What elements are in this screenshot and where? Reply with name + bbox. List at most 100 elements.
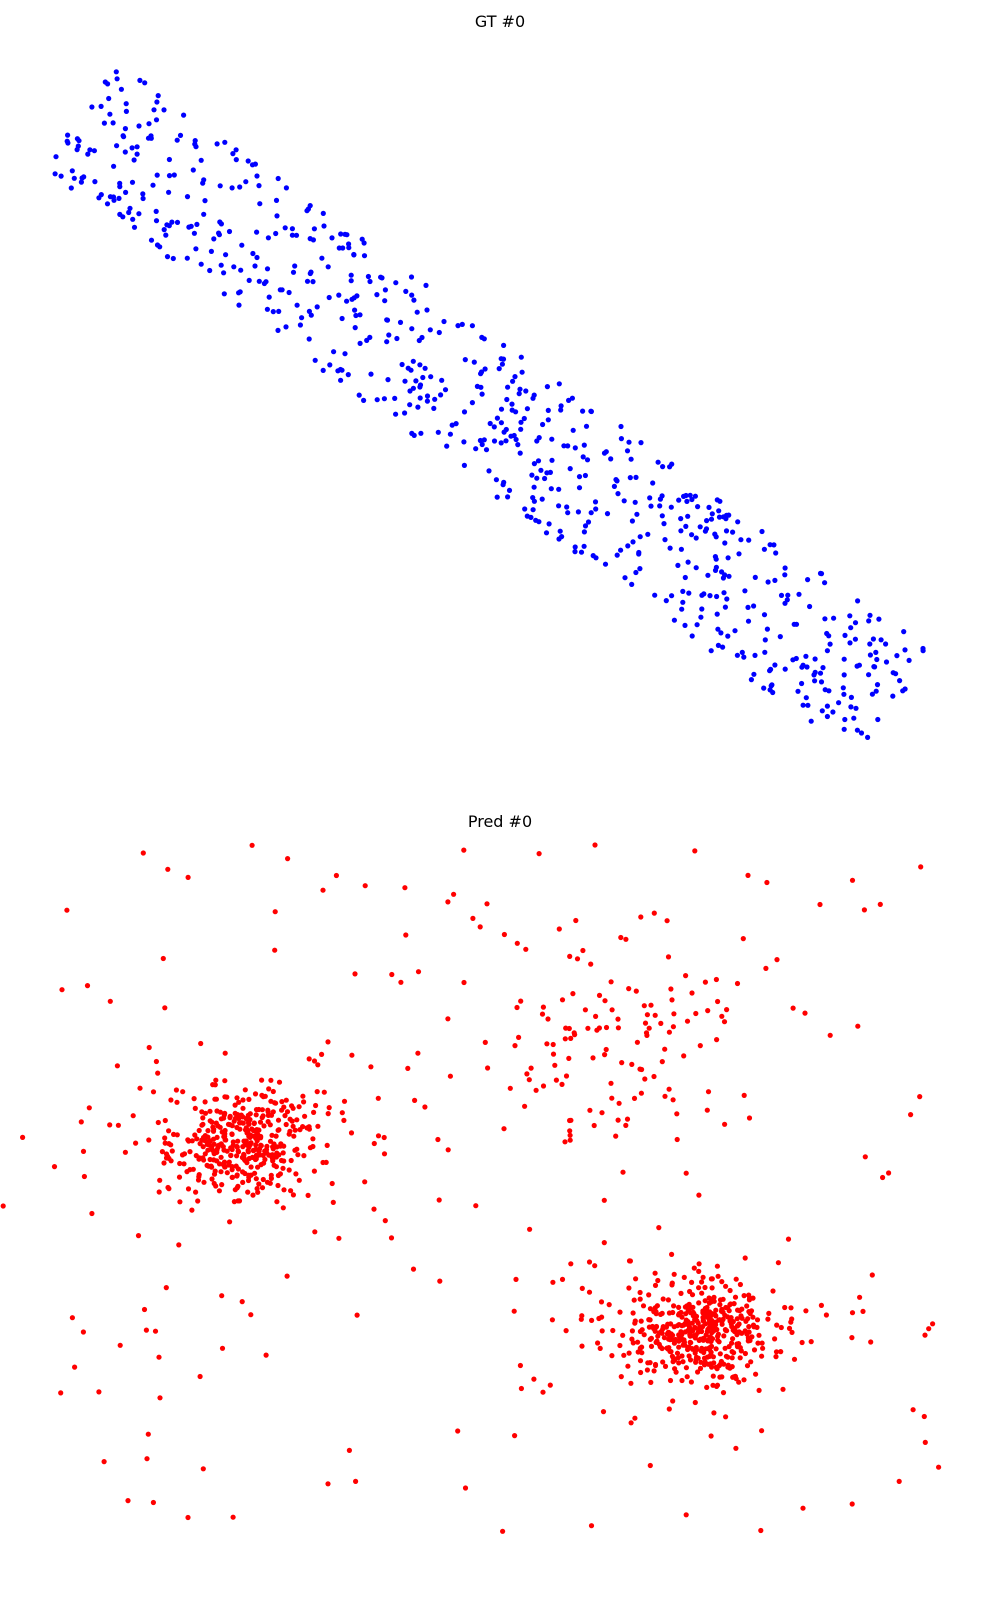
gt-point [576, 474, 583, 480]
pred-point [568, 1117, 574, 1123]
pred-point [245, 1189, 251, 1195]
pred-point [699, 1279, 705, 1285]
pred-point [64, 907, 70, 913]
pred-point [247, 1134, 253, 1140]
pred-point [684, 1018, 691, 1024]
pred-point [690, 1309, 696, 1315]
pred-point [0, 1203, 6, 1209]
gt-point [498, 420, 504, 426]
pred-point [176, 1174, 183, 1180]
pred-point [790, 1005, 796, 1011]
pred-point [517, 1362, 524, 1369]
pred-point [341, 1098, 348, 1104]
gt-point [676, 497, 682, 503]
pred-point [618, 934, 624, 941]
pred-point [641, 1003, 647, 1009]
gt-point [427, 327, 433, 333]
gt-point [150, 182, 156, 188]
pred-point [706, 1324, 713, 1330]
pred-point [241, 1156, 247, 1162]
pred-point [371, 1206, 377, 1212]
gt-point [590, 553, 596, 559]
pred-point [639, 1344, 645, 1350]
pred-point [187, 1149, 193, 1155]
pred-point [80, 1329, 86, 1335]
gt-point [250, 250, 256, 257]
gt-point [738, 537, 744, 543]
pred-point [271, 1141, 277, 1147]
gt-point [820, 665, 826, 671]
gt-point [346, 245, 352, 251]
pred-point [671, 1340, 678, 1346]
pred-point [168, 1142, 174, 1148]
gt-point [572, 445, 578, 451]
pred-point [568, 1261, 574, 1267]
gt-point [198, 157, 204, 163]
pred-point [670, 1359, 676, 1365]
gt-point [572, 549, 578, 555]
pred-point [368, 1064, 374, 1070]
gt-point [105, 81, 111, 87]
gt-point [174, 219, 181, 225]
pred-point [311, 1168, 317, 1174]
pred-point [341, 1117, 347, 1123]
pred-point [550, 1041, 556, 1048]
pred-point [638, 1318, 644, 1324]
pred-point [669, 1282, 675, 1288]
gt-point [382, 287, 388, 293]
gt-point [92, 179, 98, 185]
pred-point [389, 971, 395, 978]
gt-point [751, 671, 757, 677]
gt-point [428, 374, 434, 380]
pred-point [699, 1290, 705, 1296]
pred-point [455, 1428, 461, 1434]
pred-point [213, 1120, 219, 1126]
gt-point [163, 232, 169, 238]
pred-point [707, 1318, 713, 1324]
gt-point [722, 540, 728, 546]
pred-point [630, 1310, 636, 1316]
pred-point [723, 1283, 729, 1289]
pred-point [281, 1187, 287, 1193]
pred-point [623, 936, 629, 942]
pred-point [683, 1512, 689, 1518]
pred-point [585, 1025, 591, 1031]
pred-point [252, 1156, 259, 1163]
pred-point [660, 1359, 666, 1365]
pred-point [221, 1147, 227, 1153]
pred-point [241, 1138, 247, 1144]
gt-point [265, 235, 271, 241]
gt-point [293, 232, 300, 238]
pred-point [507, 1085, 513, 1091]
pred-point [314, 1089, 320, 1095]
pred-point [646, 1292, 652, 1298]
gt-point [782, 572, 788, 578]
gt-point [842, 632, 848, 639]
pred-point [880, 1174, 886, 1181]
pred-point [292, 1147, 298, 1153]
gt-point [719, 569, 725, 575]
pred-point [741, 1092, 747, 1098]
gt-point [462, 357, 468, 363]
gt-point [217, 183, 223, 189]
pred-point [205, 1147, 211, 1153]
pred-point [292, 1127, 298, 1133]
pred-point [257, 1119, 264, 1125]
gt-point [216, 230, 222, 236]
pred-point [144, 1456, 150, 1462]
pred-point [715, 998, 721, 1005]
pred-point [633, 988, 639, 994]
pred-point [588, 961, 594, 967]
gt-point [439, 377, 445, 383]
pred-point [528, 1065, 534, 1071]
pred-point [214, 1108, 220, 1114]
pred-point [239, 1120, 245, 1126]
pred-point [218, 1154, 224, 1160]
gt-point [725, 555, 731, 561]
pred-point [214, 1158, 220, 1164]
gt-point [811, 672, 817, 678]
gt-point [505, 384, 511, 390]
gt-point [392, 395, 398, 401]
pred-point [451, 891, 457, 897]
pred-point [735, 1307, 741, 1313]
